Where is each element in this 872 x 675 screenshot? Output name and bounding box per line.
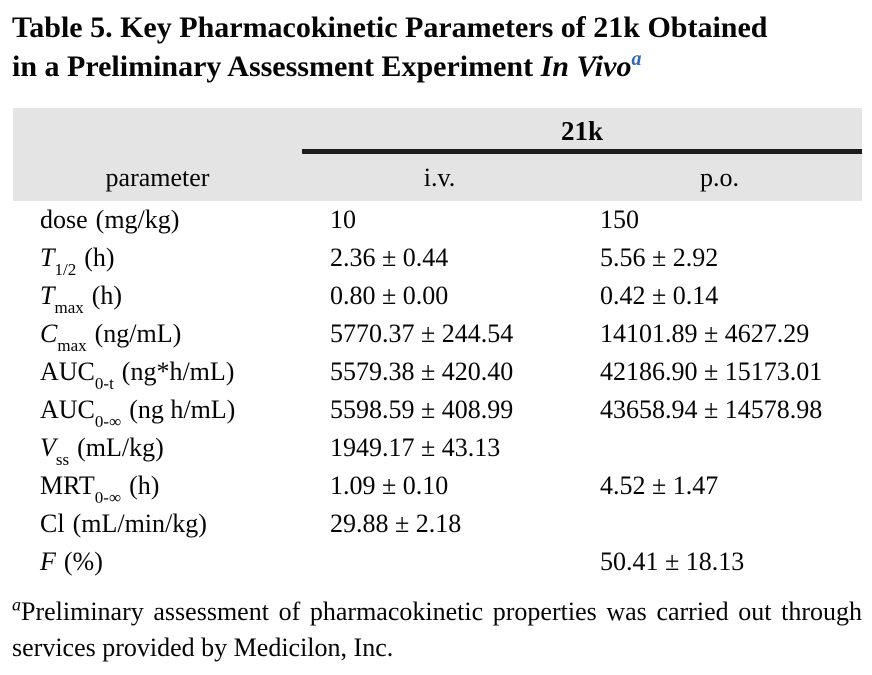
- footnote-text: Preliminary assessment of pharmacokineti…: [12, 597, 862, 662]
- table-caption: Table 5. Key Pharmacokinetic Parameters …: [12, 8, 864, 86]
- iv-value: 10: [330, 205, 356, 234]
- param-unit: (h): [84, 243, 115, 272]
- po-value: 5.56 ± 2.92: [600, 243, 719, 272]
- param-symbol: MRT: [40, 471, 95, 500]
- po-value: 50.41 ± 18.13: [600, 547, 745, 576]
- group-header-rule: [302, 149, 862, 154]
- param-symbol: AUC: [40, 357, 95, 386]
- table-row-mrt: MRT0-∞ (h) 1.09 ± 0.10 4.52 ± 1.47: [13, 467, 862, 506]
- param-symbol: Cl: [40, 509, 65, 538]
- param-symbol-italic: F: [40, 547, 56, 576]
- po-value: 4.52 ± 1.47: [600, 471, 719, 500]
- column-header-po: p.o.: [700, 162, 739, 192]
- po-value: 42186.90 ± 15173.01: [600, 357, 823, 386]
- param-label: T1/2 (h): [13, 243, 302, 278]
- param-symbol-italic: T: [40, 243, 55, 272]
- param-symbol: dose: [40, 205, 88, 234]
- param-label: AUC0-∞ (ng h/mL): [13, 395, 302, 430]
- po-value: 150: [600, 205, 639, 234]
- param-label: dose (mg/kg): [13, 205, 302, 235]
- param-symbol-italic: C: [40, 319, 58, 348]
- table-row-auc-0inf: AUC0-∞ (ng h/mL) 5598.59 ± 408.99 43658.9…: [13, 391, 862, 430]
- table-row-vss: Vss (mL/kg) 1949.17 ± 43.13: [13, 429, 862, 468]
- param-label: F (%): [13, 547, 302, 577]
- caption-line-1: Table 5. Key Pharmacokinetic Parameters …: [12, 8, 864, 47]
- iv-value: 29.88 ± 2.18: [330, 509, 462, 538]
- po-value: 14101.89 ± 4627.29: [600, 319, 810, 348]
- param-subscript: 0-∞: [94, 412, 122, 432]
- table-header: 21k parameter i.v. p.o.: [13, 108, 862, 201]
- table-row-dose: dose (mg/kg) 10 150: [13, 201, 862, 239]
- caption-superscript-a: a: [631, 48, 642, 70]
- param-subscript: 0-∞: [94, 488, 122, 508]
- pk-table: 21k parameter i.v. p.o. dose (mg/kg) 10 1…: [13, 108, 862, 581]
- param-symbol-italic: T: [40, 281, 55, 310]
- iv-value: 1949.17 ± 43.13: [330, 433, 501, 462]
- table-row-t-max: Tmax (h) 0.80 ± 0.00 0.42 ± 0.14: [13, 277, 862, 316]
- param-subscript: max: [57, 336, 87, 356]
- group-header-21k: 21k: [560, 116, 604, 146]
- param-label: MRT0-∞ (h): [13, 471, 302, 506]
- iv-value: 2.36 ± 0.44: [330, 243, 449, 272]
- table-row-f: F (%) 50.41 ± 18.13: [13, 543, 862, 581]
- caption-text-2: in a Preliminary Assessment Experiment: [12, 50, 541, 83]
- param-label: Cl (mL/min/kg): [13, 509, 302, 539]
- table-body: dose (mg/kg) 10 150 T1/2 (h) 2.36 ± 0.44 5…: [13, 201, 862, 581]
- caption-line-2: in a Preliminary Assessment Experiment I…: [12, 47, 864, 86]
- table-row-c-max: Cmax (ng/mL) 5770.37 ± 244.54 14101.89 ± …: [13, 315, 862, 354]
- iv-value: 5579.38 ± 420.40: [330, 357, 514, 386]
- group-header-row: 21k: [13, 108, 862, 149]
- iv-value: 0.80 ± 0.00: [330, 281, 449, 310]
- param-unit: (%): [63, 547, 103, 576]
- param-label: AUC0-t (ng*h/mL): [13, 357, 302, 392]
- param-unit: (ng h/mL): [129, 395, 236, 424]
- footnote-marker: a: [12, 594, 21, 615]
- iv-value: 5598.59 ± 408.99: [330, 395, 514, 424]
- param-subscript: 0-t: [94, 374, 114, 394]
- table-row-t-half: T1/2 (h) 2.36 ± 0.44 5.56 ± 2.92: [13, 239, 862, 278]
- param-symbol: AUC: [40, 395, 95, 424]
- param-unit: (mL/min/kg): [72, 509, 207, 538]
- group-header-rule-row: [13, 149, 862, 154]
- group-header-spacer: [13, 108, 302, 149]
- po-value: 0.42 ± 0.14: [600, 281, 719, 310]
- param-subscript: ss: [55, 450, 70, 470]
- param-unit: (h): [91, 281, 123, 310]
- table-footnote: aPreliminary assessment of pharmacokinet…: [12, 594, 862, 666]
- param-label: Vss (mL/kg): [13, 433, 302, 468]
- param-subscript: 1/2: [54, 260, 77, 280]
- param-label: Tmax (h): [13, 281, 302, 316]
- po-value: 43658.94 ± 14578.98: [600, 395, 823, 424]
- iv-value: 1.09 ± 0.10: [330, 471, 449, 500]
- caption-text-1: Table 5. Key Pharmacokinetic Parameters …: [12, 11, 768, 44]
- iv-value: 5770.37 ± 244.54: [330, 319, 514, 348]
- param-subscript: max: [54, 298, 84, 318]
- param-unit: (h): [129, 471, 160, 500]
- param-unit: (mL/kg): [77, 433, 164, 462]
- param-symbol-italic: V: [40, 433, 56, 462]
- column-header-parameter: parameter: [105, 162, 210, 192]
- param-label: Cmax (ng/mL): [13, 319, 302, 354]
- param-unit: (ng*h/mL): [121, 357, 235, 386]
- table-row-auc-0t: AUC0-t (ng*h/mL) 5579.38 ± 420.40 42186.9…: [13, 353, 862, 392]
- param-unit: (mg/kg): [95, 205, 180, 234]
- caption-italic-invivo: In Vivo: [540, 50, 632, 83]
- table-row-cl: Cl (mL/min/kg) 29.88 ± 2.18: [13, 505, 862, 543]
- param-unit: (ng/mL): [94, 319, 182, 348]
- column-header-iv: i.v.: [423, 162, 456, 192]
- column-header-row: parameter i.v. p.o.: [13, 154, 862, 201]
